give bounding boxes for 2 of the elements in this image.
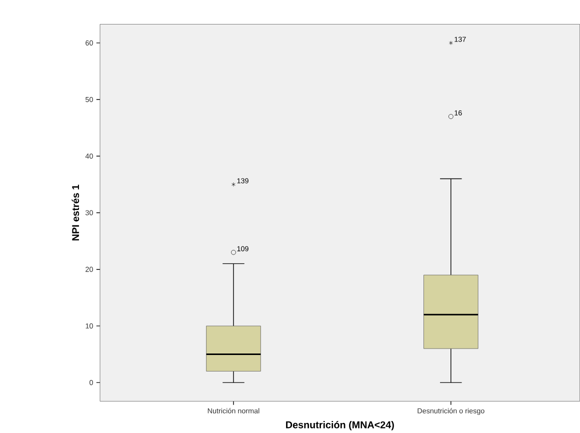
x-axis-title: Desnutrición (MNA<24) bbox=[286, 420, 394, 430]
y-axis-title: NPI estrés 1 bbox=[72, 184, 80, 240]
